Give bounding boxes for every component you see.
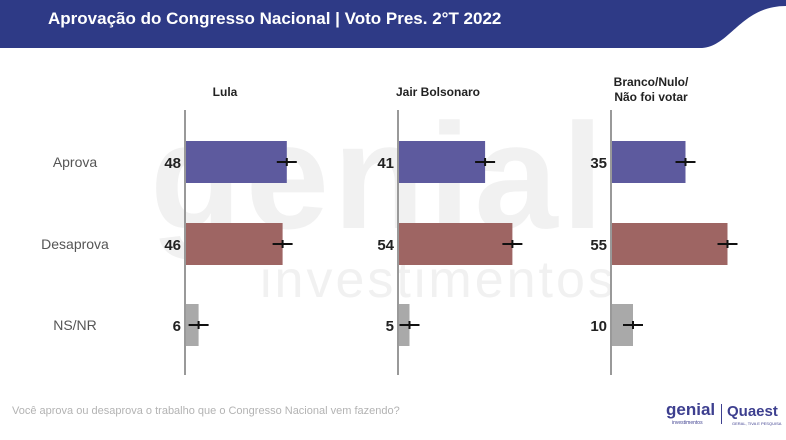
value-label-1-1: 54 bbox=[377, 237, 394, 254]
panel-title-2-line-1: Não foi votar bbox=[614, 90, 688, 104]
header-background bbox=[0, 0, 786, 48]
bar-1-0 bbox=[399, 141, 486, 183]
row-label-aprova: Aprova bbox=[53, 154, 98, 170]
value-label-0-0: 48 bbox=[164, 155, 181, 172]
value-label-2-2: 10 bbox=[590, 318, 607, 335]
header-shape bbox=[0, 0, 786, 48]
value-label-1-0: 41 bbox=[377, 155, 394, 172]
value-label-0-2: 6 bbox=[173, 318, 181, 335]
panel-title-2-line-0: Branco/Nulo/ bbox=[614, 75, 689, 89]
panel-title-0-line-0: Lula bbox=[213, 85, 238, 99]
bar-0-0 bbox=[186, 141, 287, 183]
survey-question: Você aprova ou desaprova o trabalho que … bbox=[12, 405, 400, 417]
bar-2-1 bbox=[612, 223, 728, 265]
bar-0-1 bbox=[186, 223, 283, 265]
bar-1-1 bbox=[399, 223, 513, 265]
row-label-desaprova: Desaprova bbox=[41, 236, 109, 252]
quaest-logo-subtext: GERAL, TIVA E PESQUISA bbox=[732, 421, 782, 426]
value-label-2-1: 55 bbox=[590, 237, 607, 254]
genial-logo-subtext: investimentos bbox=[672, 420, 703, 426]
value-label-0-1: 46 bbox=[164, 237, 181, 254]
genial-logo: genial bbox=[666, 400, 716, 419]
row-label-nsnr: NS/NR bbox=[53, 317, 97, 333]
bar-2-0 bbox=[612, 141, 686, 183]
page-title: Aprovação do Congresso Nacional | Voto P… bbox=[48, 9, 502, 28]
logo-divider bbox=[721, 404, 722, 424]
bar-2-2 bbox=[612, 304, 633, 346]
value-label-2-0: 35 bbox=[590, 155, 607, 172]
approval-chart: Aprova Desaprova NS/NR Lula 48 46 6 Jair Bolson… bbox=[41, 75, 738, 375]
value-label-1-2: 5 bbox=[386, 318, 394, 335]
panel-title-1-line-0: Jair Bolsonaro bbox=[396, 85, 480, 99]
quaest-logo: Quaest bbox=[727, 403, 778, 420]
header-banner: Aprovação do Congresso Nacional | Voto P… bbox=[0, 0, 786, 48]
